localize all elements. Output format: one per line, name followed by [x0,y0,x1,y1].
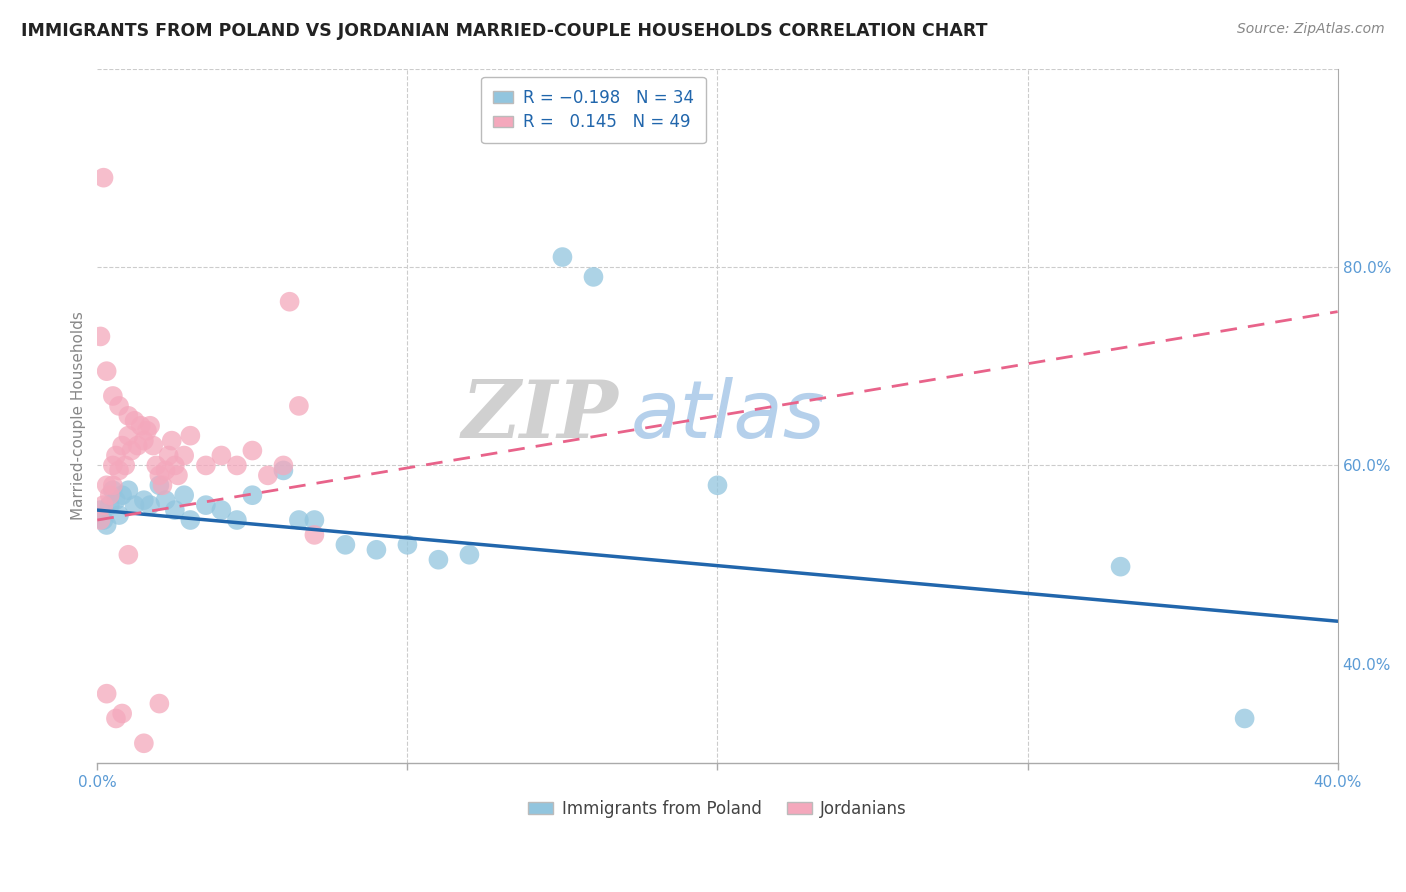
Point [93,170,115,185]
Point [104,449,127,463]
Point [89,503,111,517]
Point [93,498,115,512]
Point [101,478,124,492]
Point [242,488,264,502]
Point [179,513,201,527]
Point [242,443,264,458]
Point [98,498,121,512]
Point [706,478,728,492]
Point [163,503,186,517]
Point [194,498,217,512]
Point [257,468,280,483]
Point [396,538,419,552]
Point [225,458,247,473]
Point [101,483,124,498]
Point [96,518,118,533]
Point [273,458,295,473]
Point [101,389,124,403]
Point [117,483,139,498]
Point [142,439,165,453]
Point [173,449,195,463]
Point [148,697,170,711]
Point [129,418,152,433]
Text: Source: ZipAtlas.com: Source: ZipAtlas.com [1237,22,1385,37]
Point [93,513,115,527]
Point [124,498,146,512]
Point [96,478,118,492]
Point [108,463,131,477]
Point [139,498,162,512]
Point [148,478,170,492]
Point [167,468,190,483]
Point [194,458,217,473]
Point [157,449,180,463]
Point [209,503,232,517]
Point [104,711,127,725]
Text: ZIP: ZIP [461,377,619,455]
Y-axis label: Married-couple Households: Married-couple Households [72,311,86,520]
Point [288,513,311,527]
Point [101,458,124,473]
Point [136,424,159,438]
Point [304,528,326,542]
Text: atlas: atlas [631,376,825,455]
Point [145,458,167,473]
Point [117,428,139,442]
Point [117,548,139,562]
Point [117,409,139,423]
Point [89,329,111,343]
Point [89,513,111,527]
Point [152,478,174,492]
Point [127,439,149,453]
Point [132,434,155,448]
Point [173,488,195,502]
Point [273,463,295,477]
Point [1233,711,1256,725]
Point [458,548,481,562]
Point [111,439,134,453]
Point [1109,559,1132,574]
Point [366,542,388,557]
Point [155,463,177,477]
Point [114,458,136,473]
Point [427,552,450,566]
Legend: Immigrants from Poland, Jordanians: Immigrants from Poland, Jordanians [522,793,914,824]
Point [163,458,186,473]
Point [111,706,134,721]
Point [551,250,574,264]
Point [139,418,162,433]
Point [288,399,311,413]
Point [108,508,131,522]
Point [124,414,146,428]
Point [278,294,301,309]
Point [148,468,170,483]
Point [132,493,155,508]
Point [155,493,177,508]
Point [96,364,118,378]
Point [209,449,232,463]
Point [96,687,118,701]
Point [304,513,326,527]
Point [104,493,127,508]
Point [335,538,357,552]
Text: IMMIGRANTS FROM POLAND VS JORDANIAN MARRIED-COUPLE HOUSEHOLDS CORRELATION CHART: IMMIGRANTS FROM POLAND VS JORDANIAN MARR… [21,22,987,40]
Point [582,269,605,284]
Point [111,488,134,502]
Point [160,434,183,448]
Point [108,399,131,413]
Point [225,513,247,527]
Point [120,443,142,458]
Point [98,488,121,502]
Point [179,428,201,442]
Point [132,736,155,750]
